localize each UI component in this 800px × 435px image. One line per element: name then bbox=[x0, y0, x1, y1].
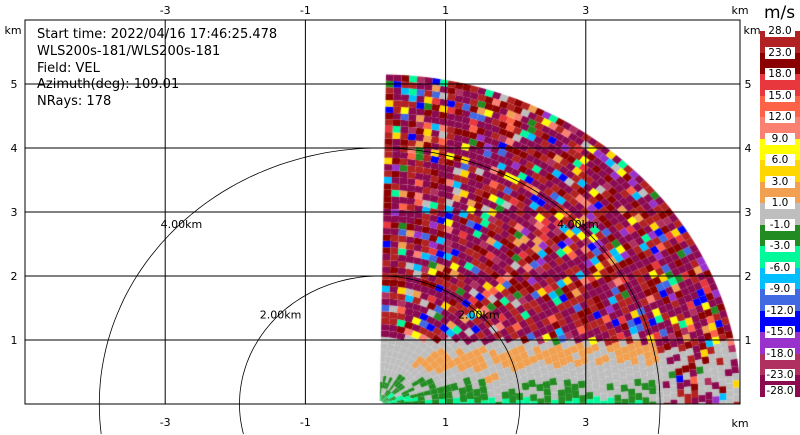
colorbar-level-label: -23.0 bbox=[765, 369, 795, 382]
x-tick-label-bottom: 3 bbox=[582, 416, 589, 429]
range-ring-label: 4.00km bbox=[557, 218, 599, 231]
axis-ticks: -3 -3 -1 -1 1 1 3 3 1 1 2 2 3 3 4 4 5 5 km km km km bbox=[4, 4, 760, 430]
x-tick-label-top: 1 bbox=[442, 4, 449, 17]
colorbar-level-label: 1.0 bbox=[765, 197, 795, 210]
instrument-text: WLS200s-181/WLS200s-181 bbox=[37, 44, 221, 59]
x-tick-label-bottom: -1 bbox=[300, 416, 311, 429]
colorbar-level-label: 9.0 bbox=[765, 132, 795, 145]
range-ring-label: 4.00km bbox=[161, 218, 203, 231]
y-unit-label-left: km bbox=[4, 24, 21, 37]
nrays-text: NRays: 178 bbox=[37, 94, 112, 109]
y-tick-label-right: 2 bbox=[745, 270, 752, 283]
range-ring bbox=[98, 147, 661, 435]
y-tick-label-left: 5 bbox=[11, 78, 18, 91]
colorbar-level-label: -1.0 bbox=[765, 218, 795, 231]
y-tick-label-right: 3 bbox=[745, 206, 752, 219]
x-unit-label-bottom: km bbox=[731, 417, 748, 430]
x-tick-label-top: 3 bbox=[582, 4, 589, 17]
colorbar-level-label: -6.0 bbox=[765, 261, 795, 274]
y-tick-label-right: 5 bbox=[745, 78, 752, 91]
colorbar-level-label: 15.0 bbox=[765, 89, 795, 102]
y-tick-label-right: 1 bbox=[745, 334, 752, 347]
colorbar-title: m/s bbox=[764, 3, 796, 23]
y-tick-label-left: 2 bbox=[11, 270, 18, 283]
start-time-text: Start time: 2022/04/16 17:46:25.478 bbox=[37, 27, 278, 42]
y-tick-label-right: 4 bbox=[745, 142, 752, 155]
colorbar-level-label: -18.0 bbox=[765, 347, 795, 360]
x-tick-label-top: -1 bbox=[300, 4, 311, 17]
colorbar-level-label: 12.0 bbox=[765, 111, 795, 124]
y-tick-label-left: 4 bbox=[11, 142, 18, 155]
colorbar-level-label: 28.0 bbox=[765, 25, 795, 37]
colorbar-level-label: -28.0 bbox=[765, 385, 795, 397]
colorbar-level-label: -15.0 bbox=[765, 326, 795, 339]
x-tick-label-top: -3 bbox=[160, 4, 171, 17]
range-rings: 2.00km 2.00km 4.00km 4.00km bbox=[98, 147, 661, 435]
x-tick-label-bottom: -3 bbox=[160, 416, 171, 429]
x-unit-label-top: km bbox=[731, 4, 748, 17]
range-ring-label: 2.00km bbox=[260, 308, 302, 321]
colorbar-level-label: -3.0 bbox=[765, 240, 795, 253]
colorbar-level-label: 23.0 bbox=[765, 46, 795, 59]
y-tick-label-left: 1 bbox=[11, 334, 18, 347]
y-tick-label-left: 3 bbox=[11, 206, 18, 219]
field-text: Field: VEL bbox=[37, 61, 100, 76]
colorbar-level-label: -9.0 bbox=[765, 283, 795, 296]
colorbar-level-label: 18.0 bbox=[765, 68, 795, 81]
colorbar-level-label: -12.0 bbox=[765, 304, 795, 317]
x-tick-label-bottom: 1 bbox=[442, 416, 449, 429]
axes-frame bbox=[24, 19, 741, 405]
y-unit-label-right: km bbox=[743, 24, 760, 37]
colorbar-level-label: 3.0 bbox=[765, 175, 795, 188]
range-ring bbox=[239, 275, 521, 435]
range-ring-label: 2.00km bbox=[458, 308, 500, 321]
azimuth-text: Azimuth(deg): 109.01 bbox=[37, 77, 180, 92]
colorbar-level-label: 6.0 bbox=[765, 154, 795, 167]
